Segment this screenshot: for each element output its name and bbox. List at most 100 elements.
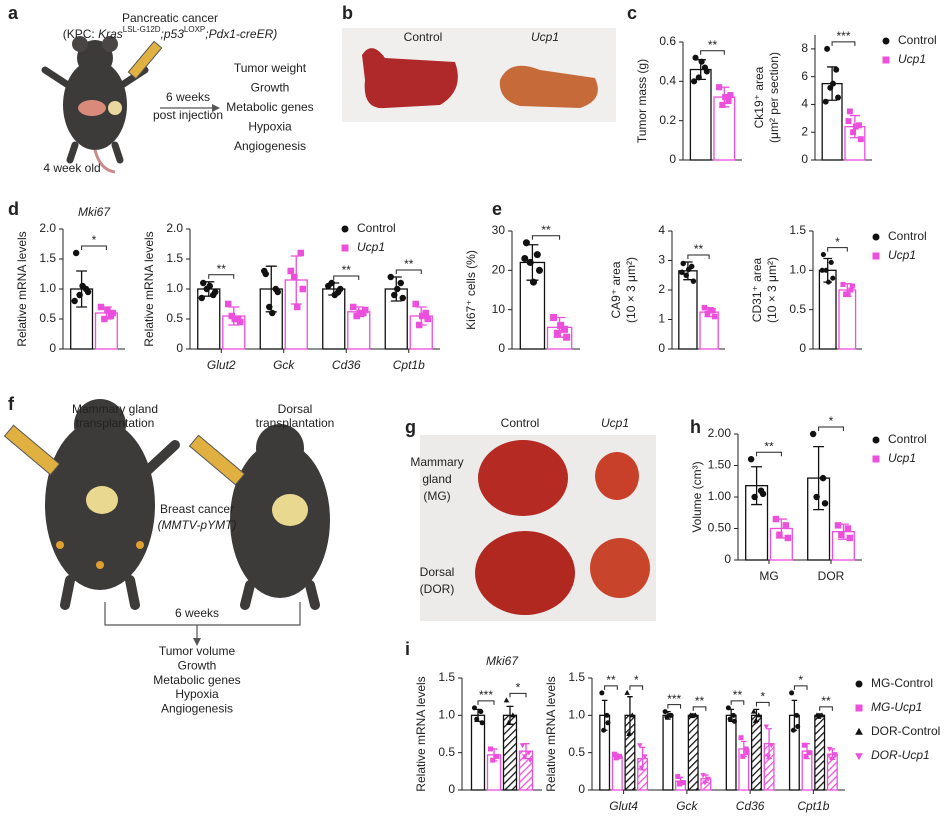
outcome: Hypoxia <box>175 687 219 701</box>
outcome: Growth <box>251 81 290 95</box>
data-point <box>521 754 528 760</box>
data-point <box>237 318 244 326</box>
data-point <box>695 74 702 81</box>
data-point <box>831 752 838 758</box>
data-point <box>784 534 792 542</box>
y-axis-label: (10 × 3 μm²) <box>624 257 638 323</box>
data-point <box>819 712 825 718</box>
y-tick-label: 0.5 <box>438 745 455 759</box>
y-tick-label: 1.5 <box>39 251 56 265</box>
significance-label: ** <box>821 694 831 708</box>
x-tick-label: Cd36 <box>332 358 361 372</box>
data-point <box>809 430 817 438</box>
outcome: Angiogenesis <box>234 139 306 153</box>
data-point <box>399 294 406 302</box>
data-point <box>822 98 829 105</box>
legend-label: Control <box>898 33 937 47</box>
y-tick-label: 0 <box>448 782 455 796</box>
legend-label: MG-Control <box>871 676 933 690</box>
tissue <box>362 48 458 109</box>
outcome-list: Tumor weight Growth Metabolic genes Hypoxia… <box>226 61 313 153</box>
significance-bracket <box>819 706 833 711</box>
data-point <box>412 300 419 308</box>
data-point <box>225 300 232 308</box>
data-point <box>71 297 78 305</box>
bar <box>470 714 486 791</box>
significance-bracket <box>604 685 618 690</box>
bar <box>611 755 623 791</box>
x-tick-label: Cd36 <box>736 799 765 813</box>
genotype-part: LSL-G12D <box>123 25 161 34</box>
significance-label: ** <box>217 262 227 276</box>
significance-label: * <box>835 235 840 249</box>
data-point <box>824 45 831 52</box>
mouse-illustration <box>41 36 163 174</box>
significance-bracket <box>818 426 844 431</box>
data-point <box>848 287 854 293</box>
data-point <box>269 309 276 317</box>
data-point <box>722 93 729 101</box>
significance-bracket <box>509 692 527 698</box>
data-point <box>419 312 426 320</box>
y-tick-label: 1.5 <box>438 670 455 684</box>
data-point <box>387 273 394 281</box>
y-tick-label: 0 <box>49 341 56 355</box>
outcome: Tumor volume <box>159 644 236 658</box>
y-axis-label: Ck19⁺ area <box>752 66 766 128</box>
data-point <box>738 735 744 741</box>
data-point <box>612 751 618 757</box>
data-point <box>550 313 558 322</box>
data-point <box>397 279 404 287</box>
chart: 0 0.2 0.4 0.6 Tumor mass (g) ** <box>635 34 742 166</box>
data-point <box>698 58 705 65</box>
data-point <box>834 522 842 529</box>
data-point <box>624 689 630 695</box>
legend-label: DOR-Control <box>871 724 940 738</box>
y-tick-label: 2.0 <box>39 221 56 235</box>
photo-label: Ucp1 <box>531 30 559 44</box>
panel-letter: g <box>405 417 416 437</box>
photo-label: Control <box>404 30 443 44</box>
legend-label: Control <box>888 432 927 446</box>
arrow-head <box>212 104 220 112</box>
significance-bracket <box>333 275 360 280</box>
significance-label: * <box>634 673 639 687</box>
data-point <box>479 720 485 726</box>
data-point <box>763 724 770 730</box>
data-point <box>768 743 775 749</box>
data-point <box>527 758 533 764</box>
schematic-label: 6 weeks <box>175 606 219 620</box>
x-tick-label: Gck <box>676 799 698 813</box>
row-label: Dorsal <box>420 565 455 579</box>
data-point <box>772 515 780 523</box>
connector <box>104 602 301 640</box>
significance-label: * <box>92 233 97 247</box>
row-label: (MG) <box>423 489 450 503</box>
data-point <box>604 712 610 718</box>
data-point <box>690 278 697 284</box>
data-point <box>747 455 755 463</box>
legend-marker <box>855 753 863 761</box>
y-tick-label: 0 <box>578 782 585 796</box>
tissue <box>595 452 639 500</box>
data-point <box>850 129 857 136</box>
y-tick-label: 0.5 <box>568 745 585 759</box>
data-point <box>478 709 484 715</box>
data-point <box>819 474 827 482</box>
data-point <box>803 753 809 759</box>
data-point <box>719 101 726 109</box>
y-tick-label: 20 <box>492 263 506 277</box>
arrow-label: post injection <box>153 108 223 122</box>
data-point <box>820 252 826 258</box>
row-label: gland <box>422 472 451 486</box>
outcome: Angiogenesis <box>161 701 233 715</box>
x-tick-label: Glut4 <box>609 799 638 813</box>
y-axis-label: Volume (cm³) <box>690 461 704 532</box>
legend-label: Ucp1 <box>898 52 926 66</box>
data-point <box>730 712 736 718</box>
data-point <box>857 136 864 143</box>
